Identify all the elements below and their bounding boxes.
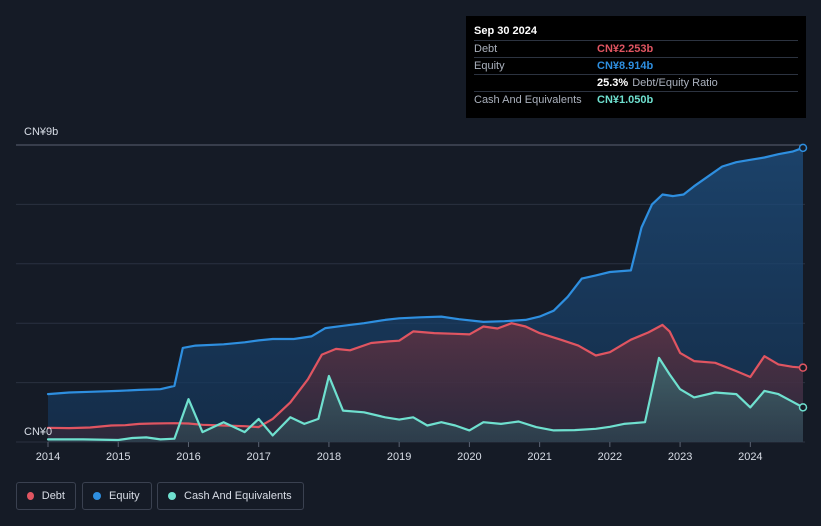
x-tick-label: 2019 (387, 451, 411, 463)
cash-end-marker (798, 403, 808, 412)
cash-dot-icon (168, 492, 176, 500)
debt-area (48, 323, 803, 442)
tooltip-row-debt: Debt CN¥2.253b (474, 40, 798, 57)
series-lines (46, 146, 805, 442)
debt-dot-icon (27, 492, 34, 500)
legend-item-debt[interactable]: Debt (16, 482, 76, 510)
debt-line (46, 322, 805, 430)
tooltip-ratio-label: Debt/Equity Ratio (632, 77, 718, 89)
equity-dot-icon (93, 492, 101, 500)
x-tick-label: 2020 (457, 451, 481, 463)
legend-item-equity[interactable]: Equity (82, 482, 152, 510)
x-tick-label: 2016 (176, 451, 200, 463)
legend-equity-label: Equity (109, 490, 140, 502)
x-tick-label: 2014 (36, 451, 60, 463)
equity-line (46, 146, 805, 396)
x-tick-label: 2015 (106, 451, 130, 463)
tooltip-panel: Sep 30 2024 Debt CN¥2.253b Equity CN¥8.9… (466, 16, 806, 118)
y-tick-label-bottom: CN¥0 (24, 426, 52, 438)
tooltip-ratio-value: 25.3% (597, 77, 629, 89)
x-tick-label: 2022 (598, 451, 622, 463)
end-markers (798, 143, 808, 412)
x-tick-label: 2021 (527, 451, 551, 463)
tooltip-cash-value: CN¥1.050b (597, 94, 654, 106)
debt-end-marker (798, 363, 808, 372)
equity-end-marker (798, 143, 808, 153)
tooltip-row-ratio: 25.3% Debt/Equity Ratio (474, 74, 798, 91)
x-tick-label: 2023 (668, 451, 692, 463)
legend-debt-label: Debt (41, 490, 65, 502)
tooltip-debt-value: CN¥2.253b (597, 43, 654, 55)
y-tick-label-top: CN¥9b (24, 126, 58, 138)
tooltip-date: Sep 30 2024 (474, 25, 537, 37)
x-axis-ticks: 2014 2015 2016 2017 2018 2019 2020 2021 2022 2023… (36, 442, 763, 463)
x-tick-label: 2024 (738, 451, 762, 463)
tooltip-row-equity: Equity CN¥8.914b (474, 57, 798, 74)
tooltip-equity-label: Equity (474, 60, 505, 72)
x-tick-label: 2018 (317, 451, 341, 463)
tooltip-debt-label: Debt (474, 43, 498, 55)
cash-line (46, 356, 805, 442)
x-tick-label: 2017 (246, 451, 270, 463)
tooltip-cash-label: Cash And Equivalents (474, 94, 582, 106)
tooltip-equity-value: CN¥8.914b (597, 60, 654, 72)
legend-cash-label: Cash And Equivalents (184, 490, 292, 502)
series-areas (48, 147, 803, 443)
tooltip-row-cash: Cash And Equivalents CN¥1.050b (474, 91, 798, 108)
legend-item-cash[interactable]: Cash And Equivalents (157, 482, 304, 510)
